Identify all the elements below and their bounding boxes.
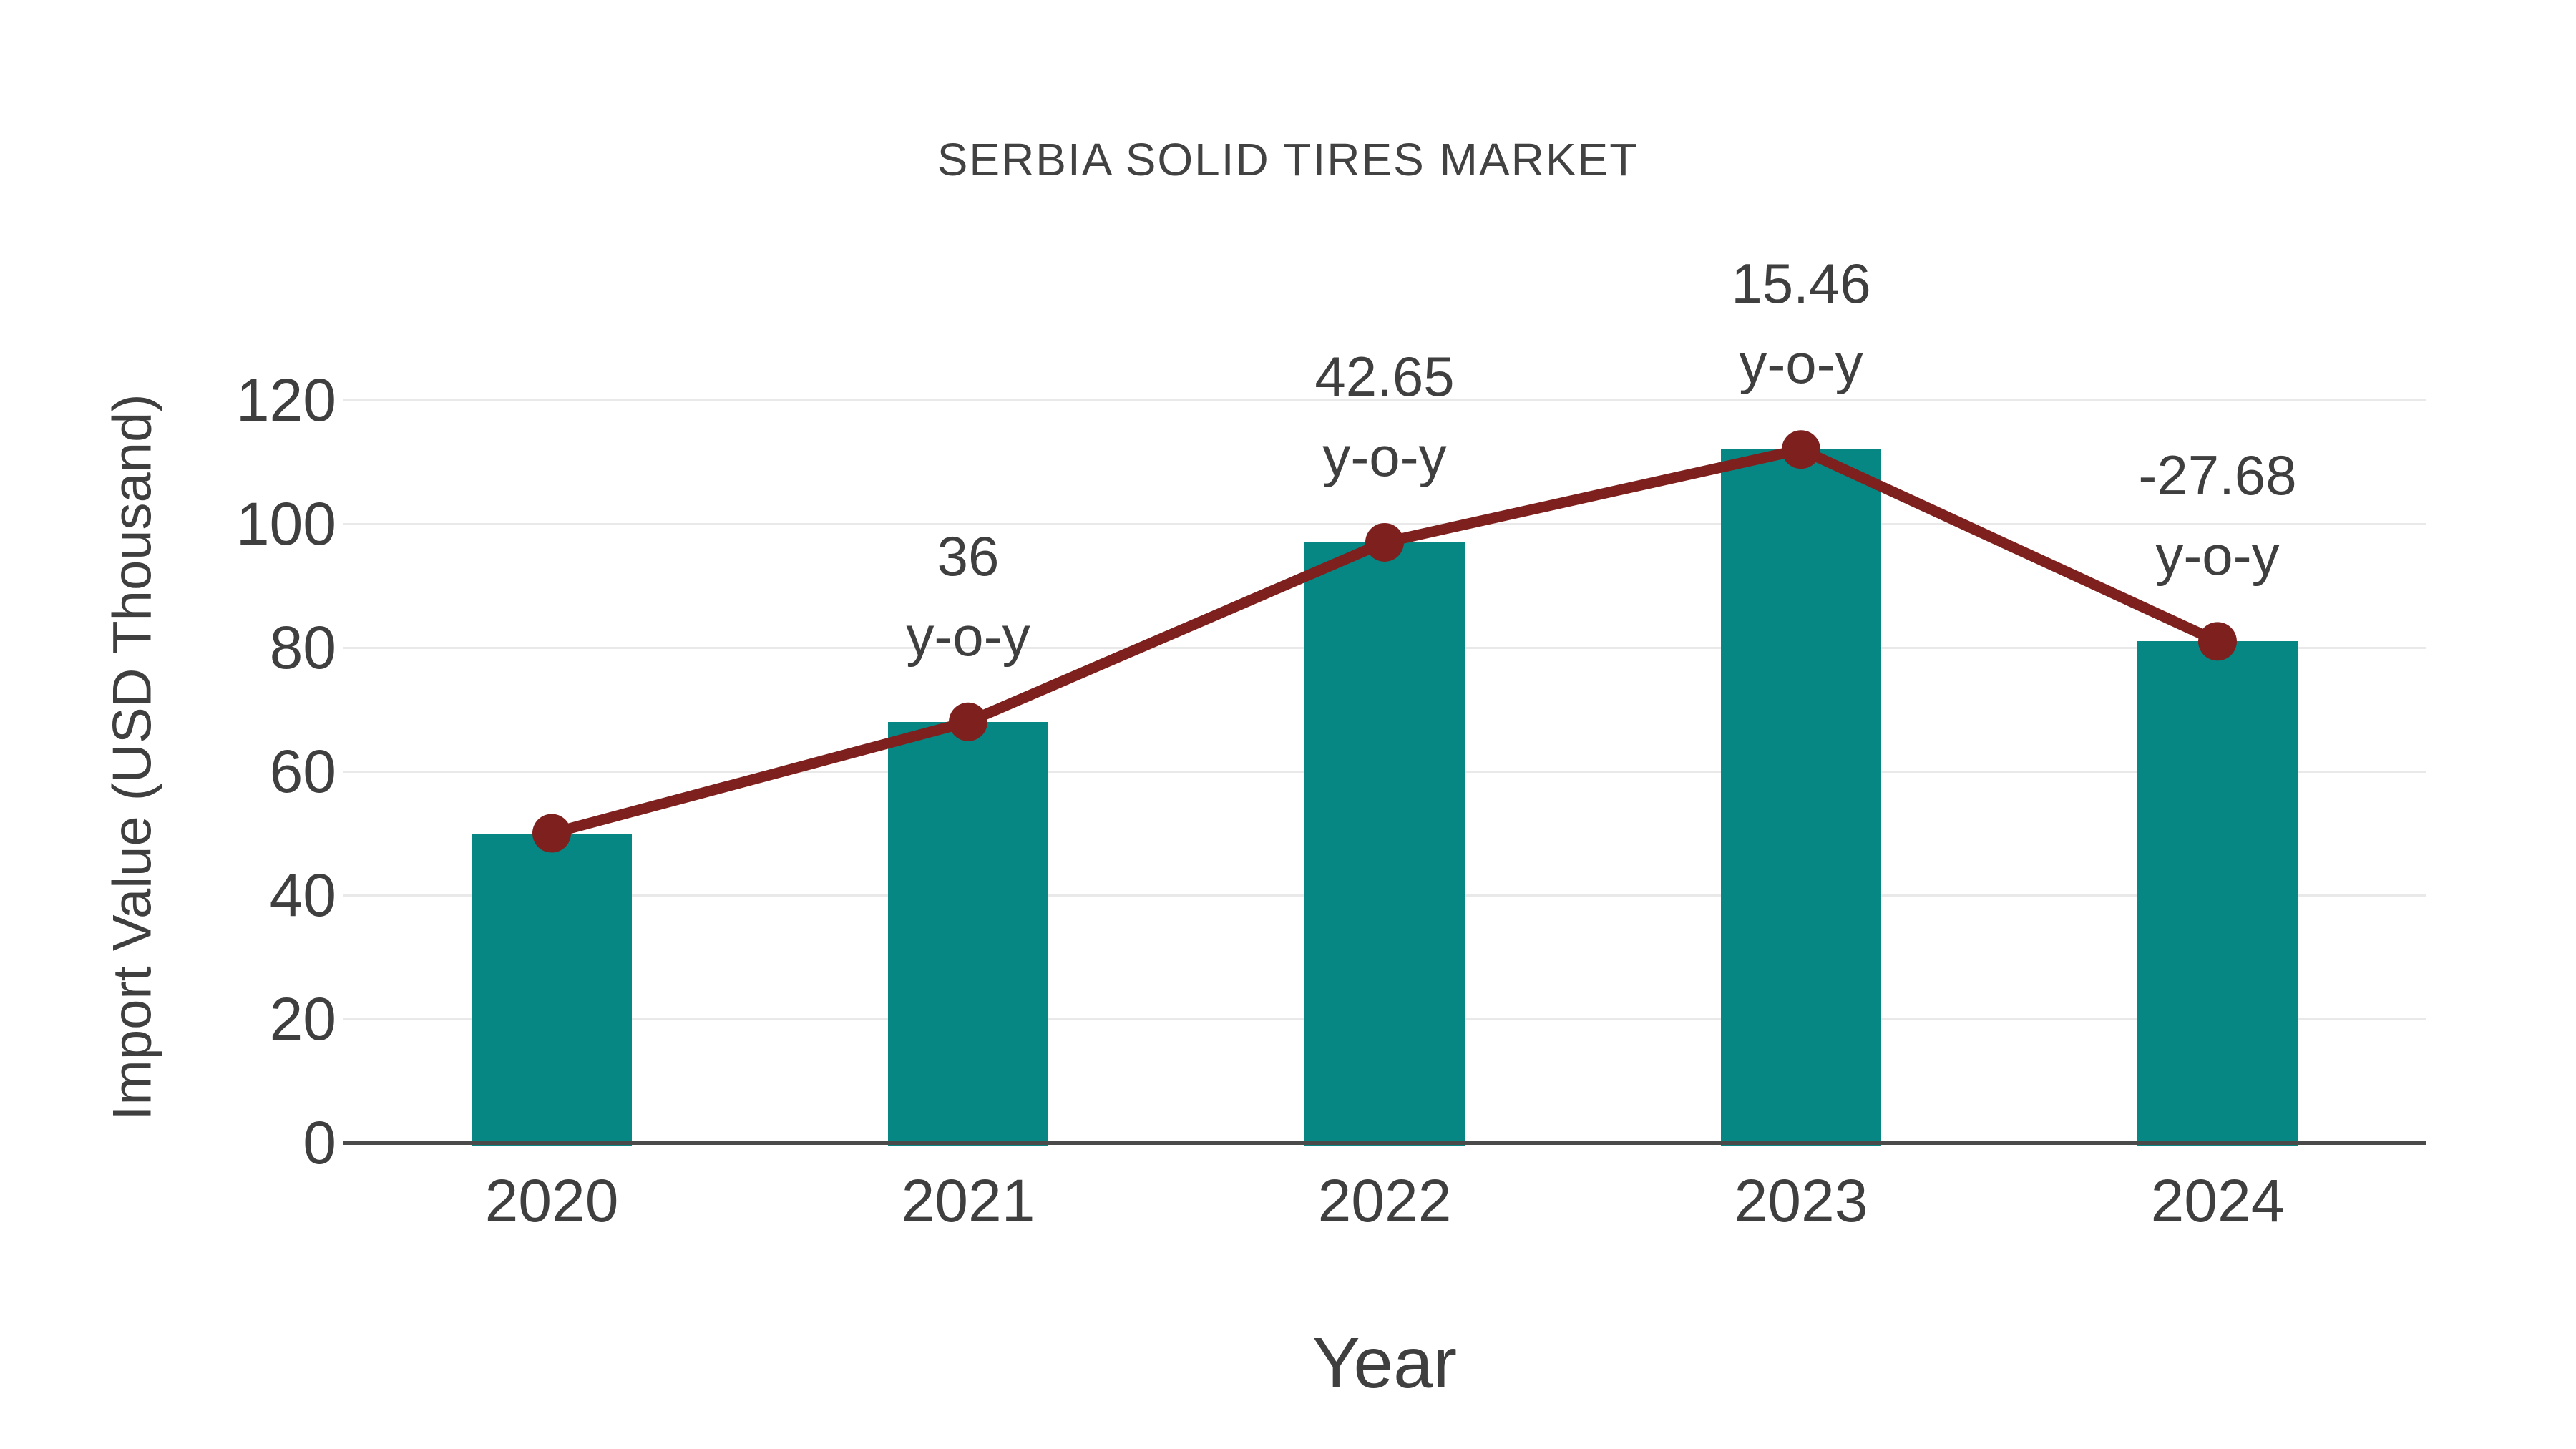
annotation-2021-label: y-o-y	[906, 605, 1030, 668]
y-tick-label-60: 60	[269, 738, 336, 805]
annotation-2021-value: 36	[937, 525, 1000, 587]
trend-line-layer	[532, 430, 2237, 853]
x-axis-line	[343, 1141, 2426, 1145]
chart-title: SERBIA SOLID TIRES MARKET	[937, 134, 1639, 185]
y-tick-label-80: 80	[269, 614, 336, 681]
line-marker-2022	[1365, 522, 1404, 562]
annotation-2024: -27.68 y-o-y	[1989, 435, 2446, 595]
annotation-2023: 15.46 y-o-y	[1572, 243, 2030, 404]
annotation-2023-value: 15.46	[1731, 252, 1871, 315]
x-tick-label-2021: 2021	[901, 1167, 1035, 1234]
line-marker-2024	[2198, 622, 2237, 661]
line-marker-2023	[1782, 430, 1820, 469]
bar-2021	[888, 722, 1048, 1146]
annotation-2023-label: y-o-y	[1739, 332, 1863, 395]
annotation-2021: 36 y-o-y	[739, 516, 1197, 676]
annotation-2022: 42.65 y-o-y	[1156, 336, 1614, 497]
gridline-120	[343, 399, 2426, 401]
plot-area	[343, 399, 2426, 1146]
x-tick-label-2022: 2022	[1317, 1167, 1452, 1234]
y-tick-label-100: 100	[235, 490, 336, 557]
x-tick-label-2020: 2020	[484, 1167, 619, 1234]
x-tick-label-2023: 2023	[1734, 1167, 1868, 1234]
x-axis-title: Year	[1312, 1323, 1458, 1403]
bar-2024	[2137, 641, 2298, 1146]
annotation-2024-label: y-o-y	[2155, 524, 2280, 587]
y-tick-label-120: 120	[235, 366, 336, 434]
y-tick-label-20: 20	[269, 985, 336, 1053]
bar-2020	[472, 834, 632, 1146]
annotation-2024-value: -27.68	[2138, 444, 2297, 507]
bar-2023	[1721, 449, 1881, 1146]
annotation-2022-label: y-o-y	[1322, 425, 1447, 488]
bar-2022	[1304, 542, 1465, 1146]
annotation-2022-value: 42.65	[1314, 345, 1455, 408]
y-tick-label-40: 40	[269, 862, 336, 929]
line-marker-2020	[532, 814, 571, 853]
x-tick-label-2024: 2024	[2150, 1167, 2285, 1234]
line-marker-2021	[949, 702, 987, 741]
y-tick-label-0: 0	[303, 1109, 336, 1176]
